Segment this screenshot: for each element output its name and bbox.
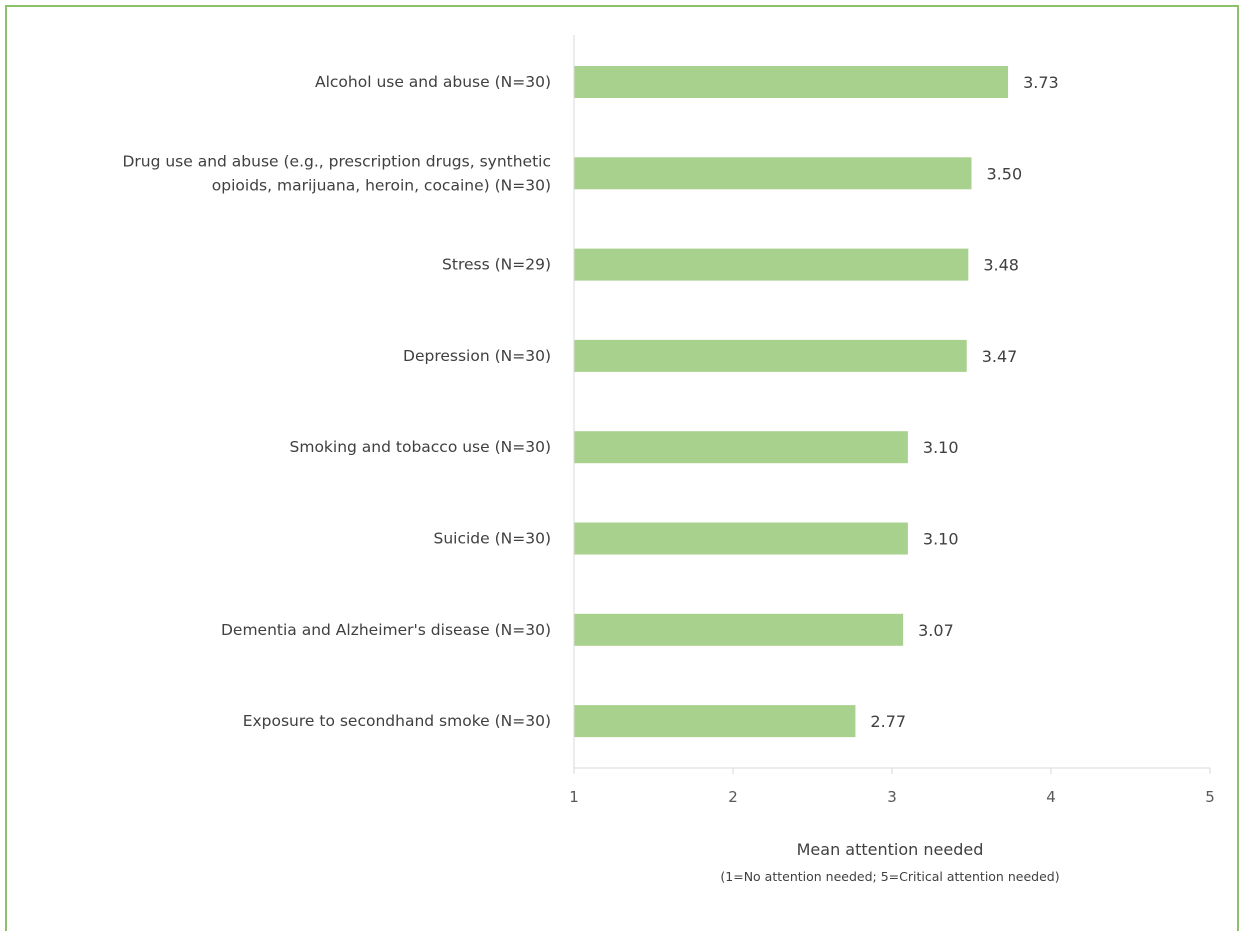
category-label-5: Smoking and tobacco use (N=30) [290,438,552,456]
x-tick-label-5: 5 [1205,788,1215,806]
value-label-5: 3.10 [923,438,959,457]
category-label-3: Stress (N=29) [442,256,551,274]
value-label-2: 3.50 [987,164,1023,183]
bar-7 [574,613,904,646]
bar-6 [574,522,908,555]
value-label-3: 3.48 [983,256,1019,275]
category-labels-group: Alcohol use and abuse (N=30) Drug use and… [122,73,551,730]
value-label-6: 3.10 [923,530,959,549]
bar-4 [574,339,967,372]
value-label-1: 3.73 [1023,73,1059,92]
category-label-4: Depression (N=30) [403,347,551,365]
value-labels-group: 3.73 3.50 3.48 3.47 3.10 3.10 3.07 2.77 [870,73,1058,731]
x-axis-subtitle: (1=No attention needed; 5=Critical atten… [720,869,1059,884]
bar-5 [574,431,908,464]
x-axis-group: 1 2 3 4 5 [569,35,1215,806]
category-label-7: Dementia and Alzheimer's disease (N=30) [221,621,551,639]
bar-3 [574,248,969,281]
value-label-7: 3.07 [918,621,954,640]
x-tick-label-2: 2 [728,788,738,806]
bars-group [574,66,1009,738]
x-tick-label-3: 3 [887,788,897,806]
category-label-1: Alcohol use and abuse (N=30) [315,73,551,91]
x-tick-label-4: 4 [1046,788,1056,806]
x-axis-title: Mean attention needed [797,840,984,859]
category-label-8: Exposure to secondhand smoke (N=30) [243,712,551,730]
bar-1 [574,66,1009,98]
value-label-8: 2.77 [870,712,906,731]
bar-2 [574,157,972,190]
x-tick-label-1: 1 [569,788,579,806]
category-label-6: Suicide (N=30) [434,530,552,548]
value-label-4: 3.47 [982,347,1018,366]
category-label-2: Drug use and abuse (e.g., prescription d… [122,152,551,194]
chart-frame [5,5,1239,931]
bar-8 [574,705,856,738]
